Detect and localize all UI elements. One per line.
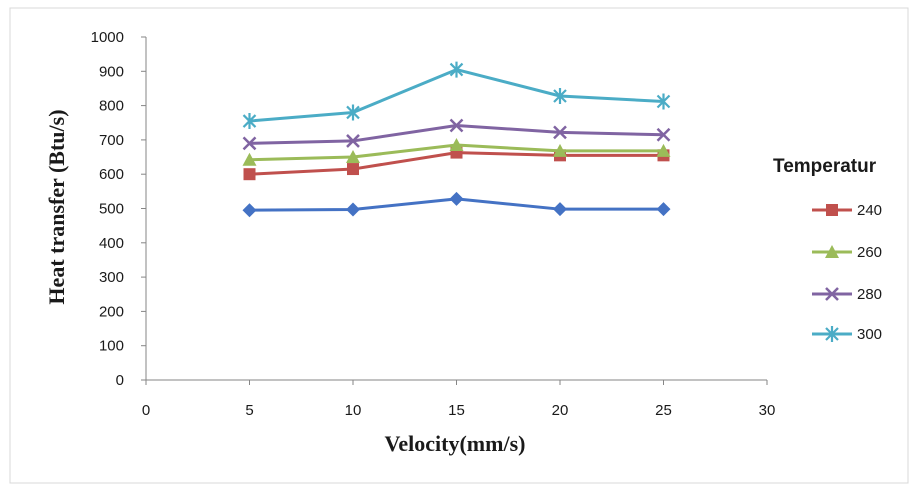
data-point [449, 61, 464, 78]
y-tick-label: 600 [99, 166, 124, 183]
data-point [656, 202, 671, 217]
axes [141, 36, 768, 385]
y-tick-label: 0 [116, 372, 124, 389]
data-point [243, 168, 256, 181]
data-point [656, 127, 671, 142]
data-point [346, 202, 360, 217]
data-point [346, 104, 360, 121]
data-point [553, 87, 567, 104]
series-unnamed [242, 191, 671, 218]
y-tick-label: 100 [99, 338, 124, 355]
data-point [242, 113, 257, 130]
y-tick-label: 900 [99, 63, 124, 80]
legend-label: 280 [857, 286, 882, 303]
x-axis-title: Velocity(mm/s) [385, 431, 526, 456]
legend-label: 260 [857, 244, 882, 261]
series-layer [242, 61, 671, 218]
series-300 [242, 61, 671, 130]
data-point [449, 118, 464, 133]
data-point [242, 136, 257, 151]
data-point [347, 163, 359, 176]
x-tick-label: 30 [759, 402, 776, 419]
legend-marker [825, 245, 839, 258]
data-point [449, 138, 464, 152]
x-tick-label: 10 [345, 402, 362, 419]
data-point [242, 203, 257, 218]
y-tick-label: 200 [99, 303, 124, 320]
x-tick-label: 25 [655, 402, 672, 419]
x-tick-label: 20 [552, 402, 569, 419]
data-point [346, 134, 360, 148]
data-point [553, 202, 567, 217]
legend-label: 300 [857, 326, 882, 343]
data-point [553, 143, 567, 157]
x-tick-label: 0 [142, 402, 150, 419]
data-point [449, 191, 464, 206]
y-tick-label: 400 [99, 235, 124, 252]
data-point [346, 150, 360, 164]
data-point [242, 152, 257, 166]
series-260 [242, 138, 671, 166]
y-tick-label: 300 [99, 269, 124, 286]
x-tick-label: 5 [245, 402, 253, 419]
legend-item-280: 280 [812, 286, 882, 303]
legend-title: Temperatur [773, 156, 877, 177]
y-axis-title: Heat transfer (Btu/s) [44, 109, 69, 304]
x-tick-label: 15 [448, 402, 465, 419]
data-point [656, 93, 671, 110]
y-tick-label: 1000 [91, 29, 124, 46]
y-tick-label: 500 [99, 201, 124, 218]
legend-marker [825, 326, 839, 342]
legend-label: 240 [857, 202, 882, 219]
legend-marker [825, 287, 839, 301]
legend: Temperatur 240 260 280 300 [773, 156, 882, 343]
y-tick-label: 700 [99, 132, 124, 149]
chart-border [9, 7, 909, 484]
tick-labels: 0 100 200 300 400 500 600 700 800 900 1000 0 5 10 15 20… [91, 29, 776, 419]
legend-marker [826, 204, 838, 216]
series-280 [242, 118, 671, 151]
y-tick-label: 800 [99, 98, 124, 115]
data-point [553, 125, 567, 140]
legend-item-240: 240 [812, 202, 882, 219]
legend-item-300: 300 [812, 326, 882, 343]
data-point [656, 143, 671, 157]
legend-item-260: 260 [812, 244, 882, 261]
